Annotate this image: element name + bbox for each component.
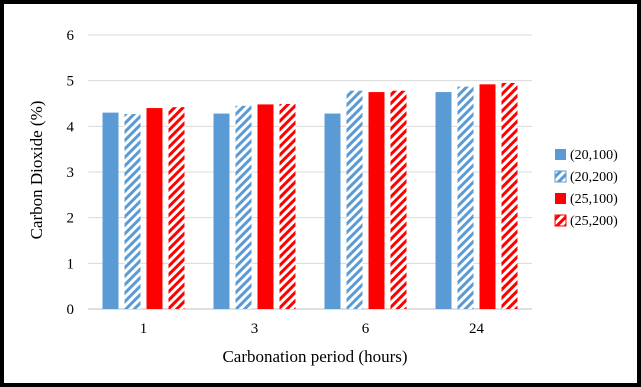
- x-axis-ticks: 1 3 6 24: [140, 321, 485, 337]
- x-tick-label: 3: [251, 321, 259, 337]
- bar: [257, 104, 274, 309]
- x-axis-title: Carbonation period (hours): [222, 347, 407, 366]
- legend: (20,100) (20,200) (25,100) (25,200): [554, 148, 618, 229]
- bar: [168, 107, 185, 309]
- x-tick-label: 6: [362, 321, 370, 337]
- bar: [390, 90, 407, 309]
- y-tick-label: 3: [67, 165, 75, 181]
- bars: [102, 82, 518, 310]
- x-tick-label: 1: [140, 321, 148, 337]
- y-tick-label: 6: [67, 28, 75, 44]
- bar: [479, 84, 496, 309]
- bar: [501, 82, 518, 309]
- bar: [213, 113, 230, 310]
- bar: [457, 86, 474, 309]
- x-tick-label: 24: [469, 321, 485, 337]
- legend-label: (20,200): [570, 170, 618, 185]
- legend-swatch: [555, 149, 566, 160]
- y-tick-label: 0: [67, 302, 75, 318]
- y-tick-label: 5: [67, 74, 75, 90]
- legend-label: (25,200): [570, 214, 618, 229]
- legend-swatch: [554, 170, 567, 183]
- y-axis-ticks: 0 1 2 3 4 5 6: [67, 28, 75, 318]
- y-tick-label: 4: [67, 119, 75, 135]
- bar: [146, 108, 163, 309]
- y-tick-label: 2: [67, 211, 75, 227]
- bar: [324, 113, 341, 310]
- legend-label: (20,100): [570, 148, 618, 163]
- y-tick-label: 1: [67, 256, 75, 272]
- bar: [368, 92, 385, 309]
- bar: [346, 90, 363, 309]
- legend-label: (25,100): [570, 192, 618, 207]
- bar: [235, 105, 252, 310]
- y-axis-title: Carbon Dioxide (%): [27, 101, 46, 240]
- legend-swatch: [555, 193, 566, 204]
- legend-swatch: [554, 214, 567, 227]
- bar: [124, 114, 141, 310]
- bar: [102, 112, 119, 309]
- bar: [435, 92, 452, 309]
- bar: [279, 103, 296, 309]
